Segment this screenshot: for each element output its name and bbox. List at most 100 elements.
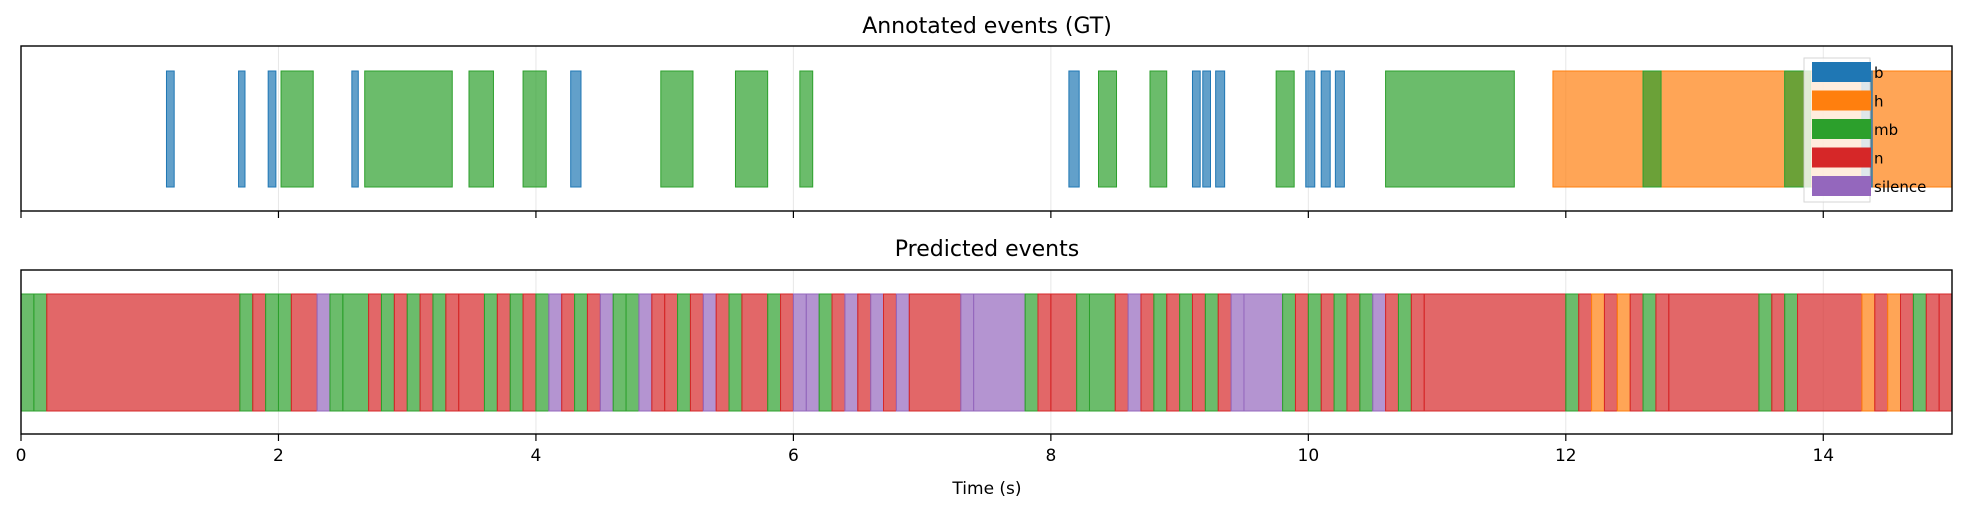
- x-axis-label: Time (s): [951, 479, 1021, 499]
- event-span-b: [1068, 70, 1080, 188]
- event-span-mb: [1565, 293, 1580, 412]
- event-span-n: [1114, 293, 1129, 412]
- event-span-n: [1578, 293, 1593, 412]
- event-span-n: [1668, 293, 1760, 412]
- legend-swatch-b: [1812, 62, 1871, 82]
- event-span-mb: [625, 293, 640, 412]
- event-span-mb: [280, 70, 314, 188]
- event-span-mb: [1642, 70, 1662, 188]
- event-span-h: [1591, 293, 1605, 412]
- event-span-b: [351, 70, 359, 188]
- event-span-n: [1423, 293, 1567, 412]
- x-tick-label: 0: [16, 446, 27, 466]
- event-span-mb: [1642, 293, 1657, 412]
- event-span-n: [651, 293, 666, 412]
- event-span-mb: [1076, 293, 1090, 412]
- gt-legend: bh mb n silence: [1803, 57, 1926, 203]
- event-span-mb: [483, 293, 498, 412]
- event-span-mb: [509, 293, 524, 412]
- event-span-mb: [380, 293, 395, 412]
- event-span-silence: [870, 293, 885, 412]
- gt-events: [165, 70, 1953, 188]
- event-span-h: [1887, 293, 1902, 412]
- event-span-n: [252, 293, 267, 412]
- legend-label-h: h: [1874, 93, 1884, 111]
- event-span-n: [290, 293, 318, 412]
- event-span-mb: [33, 293, 48, 412]
- event-span-silence: [599, 293, 614, 412]
- event-span-n: [1629, 293, 1644, 412]
- event-span-mb: [1784, 293, 1799, 412]
- event-span-b: [165, 70, 175, 188]
- event-span-b: [1215, 70, 1226, 188]
- event-span-b: [570, 70, 582, 188]
- event-span-silence: [1372, 293, 1387, 412]
- event-span-n: [780, 293, 794, 412]
- event-span-mb: [239, 293, 254, 412]
- event-span-mb: [1149, 70, 1168, 188]
- event-span-n: [908, 293, 962, 412]
- event-span-mb: [277, 293, 292, 412]
- event-span-mb: [432, 293, 447, 412]
- event-span-mb: [20, 293, 35, 412]
- event-span-mb: [1912, 293, 1927, 412]
- event-span-n: [586, 293, 601, 412]
- event-span-mb: [1397, 293, 1412, 412]
- gt-title: Annotated events (GT): [862, 14, 1112, 39]
- event-span-mb: [1179, 293, 1193, 412]
- event-span-mb: [1333, 293, 1348, 412]
- event-span-mb: [364, 70, 453, 188]
- legend-swatch-silence: [1812, 176, 1871, 196]
- event-span-n: [1938, 293, 1953, 412]
- event-span-n: [1346, 293, 1361, 412]
- event-span-mb: [1758, 293, 1773, 412]
- event-span-mb: [574, 293, 588, 412]
- event-span-mb: [677, 293, 691, 412]
- event-span-n: [393, 293, 408, 412]
- event-span-silence: [1230, 293, 1245, 412]
- event-span-mb: [818, 293, 833, 412]
- event-span-mb: [1385, 70, 1515, 188]
- event-span-mb: [799, 70, 814, 188]
- gt-axes-frame: [20, 45, 1953, 212]
- event-span-n: [741, 293, 769, 412]
- event-span-mb: [406, 293, 421, 412]
- event-span-b: [267, 70, 277, 188]
- legend-label-mb: mb: [1874, 121, 1898, 139]
- event-span-b: [1191, 70, 1201, 188]
- event-span-n: [1410, 293, 1425, 412]
- event-span-n: [1874, 293, 1889, 412]
- legend-label-b: b: [1874, 64, 1884, 82]
- event-span-n: [496, 293, 511, 412]
- pred-panel: Predicted events 0 2 4 6 8 10 12 14 Time (s): [16, 237, 1953, 499]
- legend-swatch-n: [1812, 147, 1871, 168]
- x-tick-label: 10: [1298, 446, 1320, 466]
- event-span-mb: [468, 70, 494, 188]
- event-span-n: [1603, 293, 1618, 412]
- event-span-mb: [1359, 293, 1374, 412]
- event-span-b: [1202, 70, 1211, 188]
- event-span-n: [1771, 293, 1786, 412]
- event-span-n: [1925, 293, 1940, 412]
- x-tick-label: 2: [273, 446, 284, 466]
- event-span-mb: [1153, 293, 1168, 412]
- event-span-mb: [660, 70, 694, 188]
- event-span-n: [561, 293, 576, 412]
- event-span-n: [445, 293, 460, 412]
- event-span-silence: [844, 293, 859, 412]
- event-span-mb: [734, 70, 769, 188]
- event-span-n: [1797, 293, 1863, 412]
- event-span-n: [46, 293, 241, 412]
- event-span-silence: [805, 293, 820, 412]
- gt-ticks: [20, 211, 1824, 218]
- pred-ticks: 0 2 4 6 8 10 12 14: [16, 434, 1834, 466]
- event-span-silence: [973, 293, 1026, 412]
- event-span-n: [1166, 293, 1181, 412]
- event-span-n: [368, 293, 382, 412]
- event-span-n: [522, 293, 537, 412]
- event-span-mb: [612, 293, 627, 412]
- event-span-n: [715, 293, 730, 412]
- event-span-b: [1320, 70, 1331, 188]
- event-span-silence: [792, 293, 807, 412]
- event-span-n: [458, 293, 485, 412]
